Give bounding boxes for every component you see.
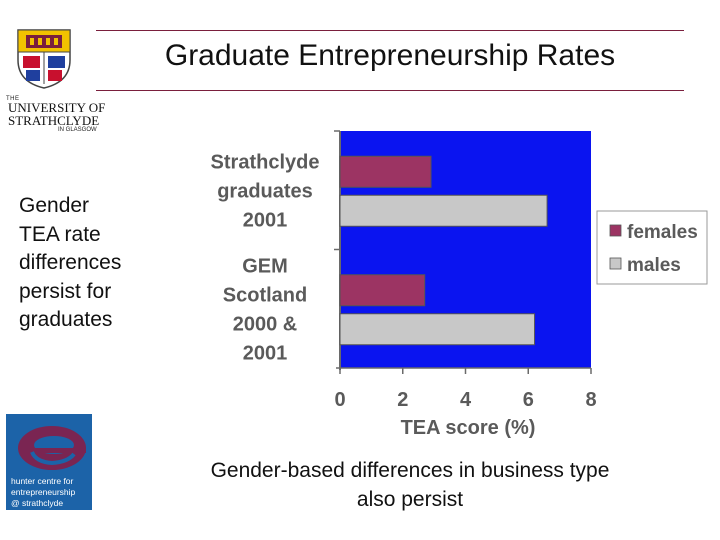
bar-males-1 [339, 313, 536, 346]
bottom-caption-line: also persist [356, 488, 464, 511]
bar-females-1 [339, 274, 426, 307]
legend-label-males: males [627, 255, 681, 276]
hunter-e-icon [18, 426, 86, 470]
university-crest-icon [17, 29, 71, 89]
category-label-line: GEM [242, 255, 288, 277]
left-text-line: graduates [19, 308, 113, 331]
hunter-logo-line: entrepreneurship [11, 487, 76, 497]
bottom-caption: Gender-based differences in business typ… [140, 456, 680, 514]
legend-swatch-females [609, 224, 622, 237]
bar-females-0 [339, 155, 432, 188]
left-text-line: Gender [19, 194, 90, 217]
category-label-line: 2001 [243, 209, 288, 231]
university-name-line2: STRATHCLYDE [8, 113, 100, 128]
category-label: Strathclyde graduates 2001 [211, 151, 320, 231]
category-label: GEM Scotland 2000 & 2001 [223, 255, 307, 364]
left-text-line: persist for [19, 279, 112, 303]
left-text-line: differences [19, 251, 122, 274]
hunter-logo-text: hunter centre for entrepreneurship @ str… [11, 476, 93, 509]
x-tick-label: 0 [334, 389, 345, 411]
slide-title: Graduate Entrepreneurship Rates [164, 39, 616, 72]
category-label-line: 2000 & [233, 313, 298, 335]
university-name-line3: IN GLASGOW [58, 127, 97, 133]
x-axis-label: TEA score (%) [401, 417, 536, 439]
legend-swatch-males [609, 257, 622, 270]
x-tick-label: 4 [460, 389, 472, 411]
hunter-logo-line: @ strathclyde [11, 498, 64, 508]
category-label-line: 2001 [243, 342, 288, 364]
x-tick-label: 2 [397, 389, 408, 411]
legend-box [596, 210, 708, 285]
left-text-line: TEA rate [19, 222, 101, 246]
bar-males-0 [339, 194, 548, 227]
x-tick-label: 6 [523, 389, 534, 411]
category-label-line: Scotland [223, 284, 307, 306]
university-the: THE [6, 96, 20, 102]
title-rule-top [96, 30, 684, 31]
hunter-logo-line: hunter centre for [11, 476, 74, 486]
category-label-line: graduates [217, 180, 313, 202]
bottom-caption-line: Gender-based differences in business typ… [210, 459, 610, 482]
legend-label-females: females [627, 222, 698, 243]
university-name-line1: UNIVERSITY OF [8, 100, 106, 115]
hunter-centre-logo: hunter centre for entrepreneurship @ str… [6, 414, 92, 510]
title-rule-bottom [96, 90, 684, 91]
category-label-line: Strathclyde [211, 151, 320, 173]
left-text-block: Gender TEA rate differences persist for … [19, 192, 159, 335]
x-tick-label: 8 [585, 389, 596, 411]
